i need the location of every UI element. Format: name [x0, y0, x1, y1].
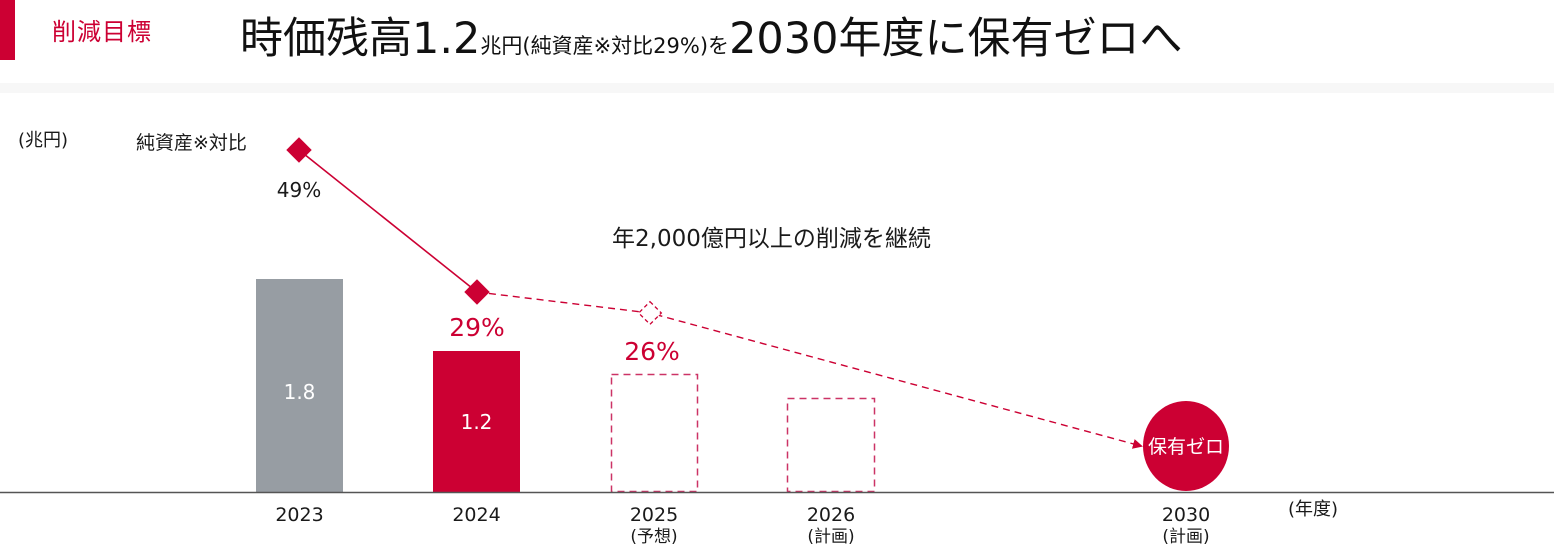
section-label: 削減目標 [52, 18, 152, 46]
x-axis-unit: (年度) [1288, 499, 1338, 520]
bar-2026-plan [786, 397, 876, 493]
x-sublabel-2030: (計画) [1162, 527, 1209, 546]
pct-label-2023: 49% [277, 178, 321, 202]
title-part1: 時価残高1.2 [240, 14, 481, 64]
page-title: 時価残高1.2兆円(純資産※対比29%)を2030年度に保有ゼロへ [240, 4, 1183, 66]
bar-2024 [433, 351, 520, 492]
pct-label-2024: 29% [449, 313, 505, 342]
reduction-annotation: 年2,000億円以上の削減を継続 [612, 226, 931, 252]
y-axis-unit: (兆円) [18, 130, 68, 151]
zero-holding-circle [1143, 401, 1229, 491]
title-part3: 2030年度に保有ゼロへ [729, 14, 1183, 64]
bar-value-2023: 1.8 [284, 380, 316, 404]
bar-value-2024: 1.2 [461, 410, 493, 434]
title-part2: 兆円(純資産※対比29%)を [480, 34, 730, 58]
x-label-2023: 2023 [275, 504, 323, 526]
bar-2025-forecast [610, 373, 699, 493]
x-label-2026: 2026 [807, 504, 855, 526]
ratio-line-projection [476, 291, 1143, 449]
accent-bar [0, 0, 15, 60]
header-divider [0, 83, 1554, 93]
diamond-marker-2024 [464, 279, 490, 305]
x-label-2030: 2030 [1162, 504, 1210, 526]
diamond-marker-2025 [637, 300, 663, 326]
pct-label-2025: 26% [624, 337, 680, 366]
bar-2023 [256, 279, 343, 492]
x-label-2025: 2025 [630, 504, 678, 526]
line-legend-label: 純資産※対比 [136, 132, 247, 154]
x-sublabel-2025: (予想) [630, 527, 677, 546]
x-sublabel-2026: (計画) [807, 527, 854, 546]
diamond-marker-2023 [286, 137, 312, 163]
zero-holding-label: 保有ゼロ [1148, 436, 1224, 458]
x-label-2024: 2024 [452, 504, 500, 526]
ratio-line-actual [298, 149, 478, 293]
